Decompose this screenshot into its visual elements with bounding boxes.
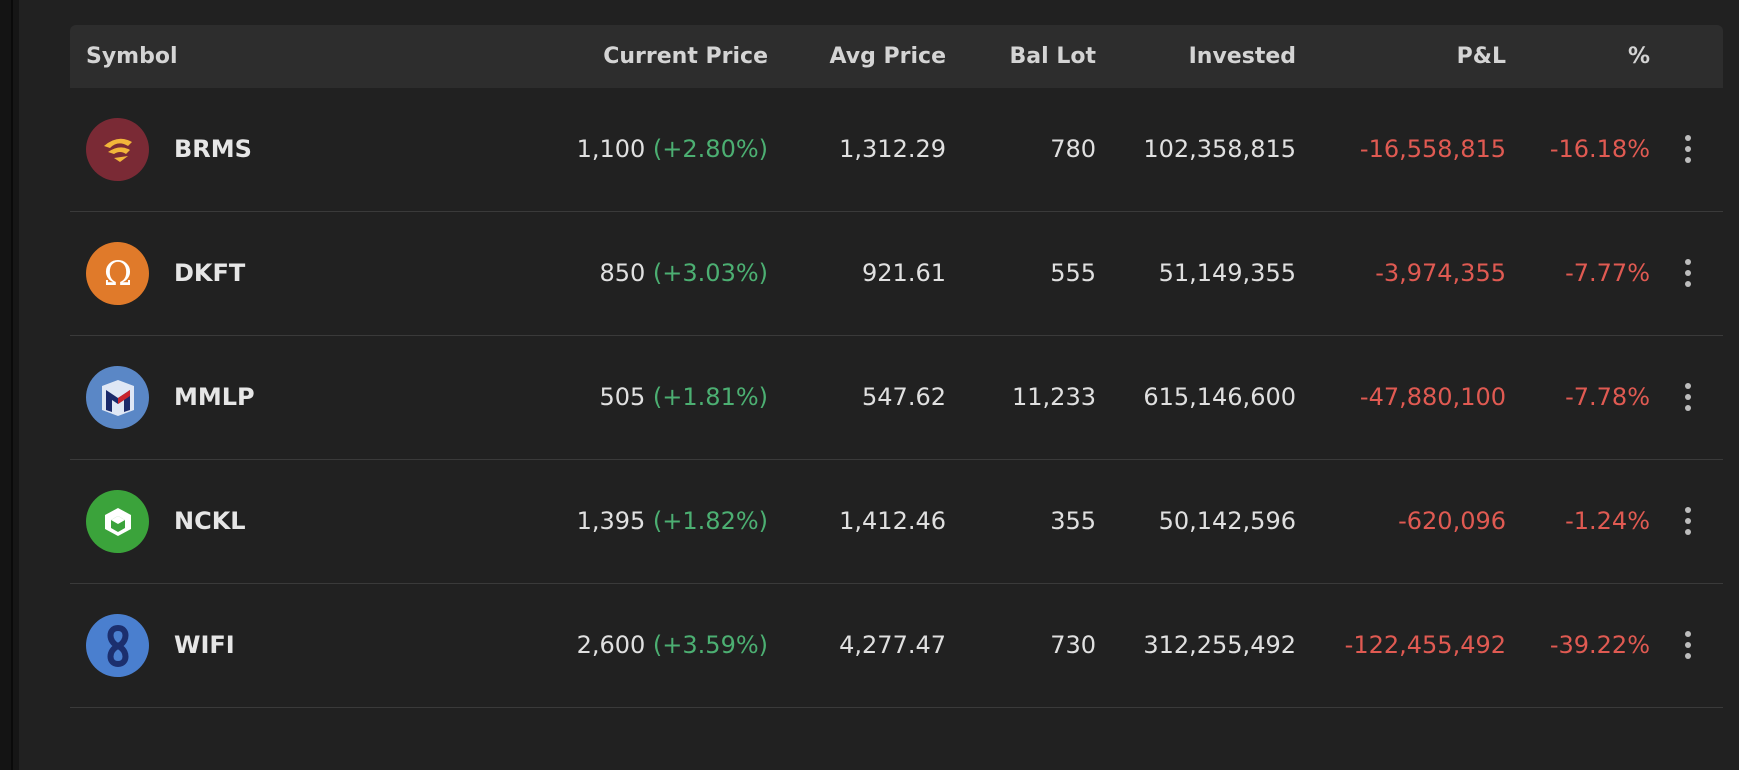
more-options-icon[interactable] (1670, 503, 1706, 539)
pnl: -3,974,355 (1375, 259, 1506, 287)
price-change: (+3.03%) (652, 259, 768, 287)
m-cube-logo-icon (86, 366, 149, 429)
header-pnl[interactable]: P&L (1456, 44, 1506, 69)
current-price: 1,100 (+2.80%) (450, 88, 768, 211)
figure-eight-logo-icon (86, 614, 149, 677)
avg-price: 921.61 (862, 259, 946, 287)
omega-logo-icon: Ω (86, 242, 149, 305)
price-change: (+3.59%) (652, 631, 768, 659)
table-body: BRMS 1,100 (+2.80%) 1,312.29 780 102,358… (70, 88, 1723, 708)
pnl-percent: -7.78% (1565, 383, 1650, 411)
price-value: 505 (599, 383, 646, 411)
avg-price: 547.62 (862, 383, 946, 411)
price-change: (+2.80%) (652, 135, 768, 163)
header-symbol[interactable]: Symbol (86, 44, 178, 69)
more-options-icon[interactable] (1670, 627, 1706, 663)
pnl: -47,880,100 (1359, 383, 1506, 411)
price-value: 1,395 (576, 507, 646, 535)
avg-price: 1,412.46 (839, 507, 946, 535)
bal-lot: 730 (1050, 631, 1096, 659)
table-row-nckl[interactable]: NCKL 1,395 (+1.82%) 1,412.46 355 50,142,… (70, 460, 1723, 584)
portfolio-panel: Symbol Current Price Avg Price Bal Lot I… (19, 0, 1739, 770)
svg-text:Ω: Ω (103, 254, 131, 294)
pnl: -620,096 (1398, 507, 1506, 535)
bal-lot: 555 (1050, 259, 1096, 287)
invested: 312,255,492 (1143, 631, 1296, 659)
table-row-dkft[interactable]: Ω DKFT 850 (+3.03%) 921.61 555 51,149,35… (70, 212, 1723, 336)
price-value: 1,100 (576, 135, 646, 163)
header-avg-price[interactable]: Avg Price (829, 44, 946, 69)
table-row-mmlp[interactable]: MMLP 505 (+1.81%) 547.62 11,233 615,146,… (70, 336, 1723, 460)
brms-logo-icon (86, 118, 149, 181)
holdings-table: Symbol Current Price Avg Price Bal Lot I… (70, 25, 1723, 708)
invested: 102,358,815 (1143, 135, 1296, 163)
bal-lot: 11,233 (1012, 383, 1096, 411)
symbol-label[interactable]: MMLP (174, 383, 255, 411)
bal-lot: 780 (1050, 135, 1096, 163)
pnl-percent: -16.18% (1549, 135, 1650, 163)
price-change: (+1.81%) (652, 383, 768, 411)
hexagon-cube-logo-icon (86, 490, 149, 553)
header-bal-lot[interactable]: Bal Lot (1009, 44, 1096, 69)
symbol-label[interactable]: BRMS (174, 135, 252, 163)
current-price: 505 (+1.81%) (450, 336, 768, 459)
current-price: 2,600 (+3.59%) (450, 584, 768, 707)
symbol-label[interactable]: WIFI (174, 631, 235, 659)
price-change: (+1.82%) (652, 507, 768, 535)
pnl-percent: -1.24% (1565, 507, 1650, 535)
price-value: 2,600 (576, 631, 646, 659)
pnl-percent: -7.77% (1565, 259, 1650, 287)
left-edge (0, 0, 11, 770)
pnl: -16,558,815 (1359, 135, 1506, 163)
invested: 50,142,596 (1158, 507, 1296, 535)
left-divider (11, 0, 13, 770)
current-price: 1,395 (+1.82%) (450, 460, 768, 583)
symbol-label[interactable]: DKFT (174, 259, 246, 287)
header-invested[interactable]: Invested (1188, 44, 1296, 69)
more-options-icon[interactable] (1670, 255, 1706, 291)
price-value: 850 (599, 259, 646, 287)
table-row-wifi[interactable]: WIFI 2,600 (+3.59%) 4,277.47 730 312,255… (70, 584, 1723, 708)
table-header: Symbol Current Price Avg Price Bal Lot I… (70, 25, 1723, 88)
pnl: -122,455,492 (1344, 631, 1506, 659)
pnl-percent: -39.22% (1549, 631, 1650, 659)
avg-price: 1,312.29 (839, 135, 946, 163)
more-options-icon[interactable] (1670, 131, 1706, 167)
table-row-brms[interactable]: BRMS 1,100 (+2.80%) 1,312.29 780 102,358… (70, 88, 1723, 212)
current-price: 850 (+3.03%) (450, 212, 768, 335)
symbol-label[interactable]: NCKL (174, 507, 246, 535)
invested: 51,149,355 (1158, 259, 1296, 287)
avg-price: 4,277.47 (839, 631, 946, 659)
more-options-icon[interactable] (1670, 379, 1706, 415)
header-percent[interactable]: % (1627, 44, 1650, 69)
invested: 615,146,600 (1143, 383, 1296, 411)
bal-lot: 355 (1050, 507, 1096, 535)
header-current-price[interactable]: Current Price (603, 44, 768, 69)
